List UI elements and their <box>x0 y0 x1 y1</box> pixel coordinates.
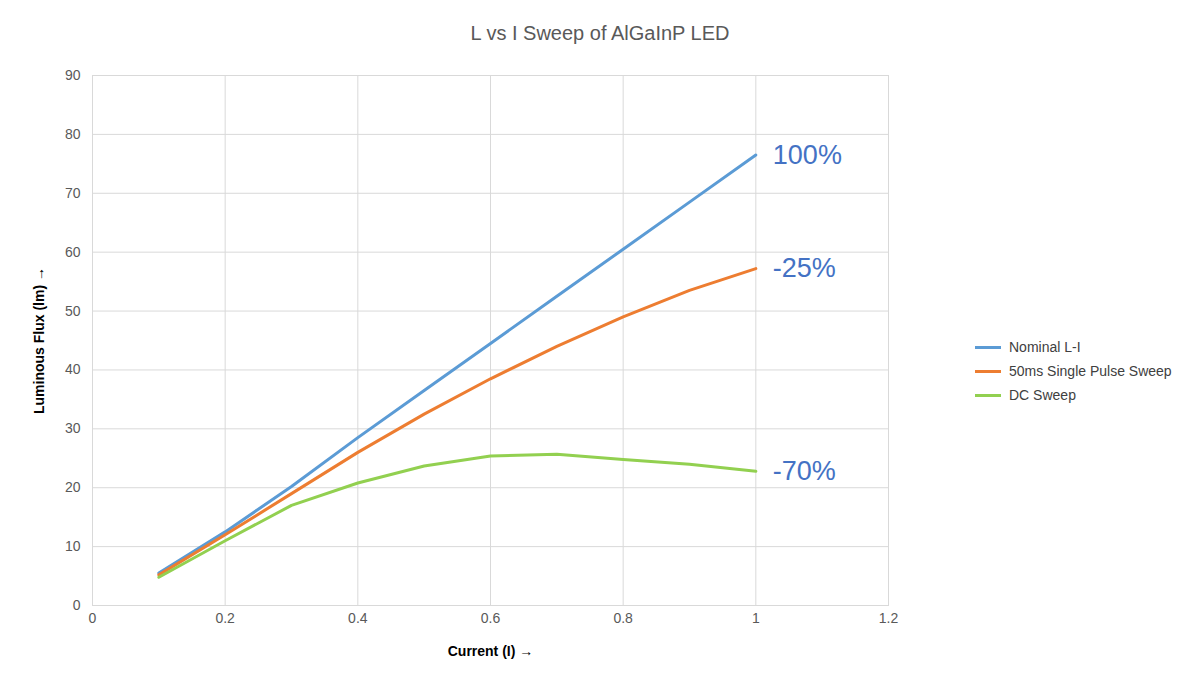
html-text:50ms Single Pulse Sweep: 50ms Single Pulse Sweep <box>1009 363 1172 379</box>
svg-text:0: 0 <box>89 610 97 626</box>
html-text:Nominal L-I: Nominal L-I <box>1009 339 1081 355</box>
svg-text:40: 40 <box>65 361 81 377</box>
svg-text:10: 10 <box>65 538 81 554</box>
svg-text:0.8: 0.8 <box>613 610 633 626</box>
svg-text:Current (I) →: Current (I) → <box>448 643 534 659</box>
html-text:L vs I Sweep of AlGaInP LED: L vs I Sweep of AlGaInP LED <box>470 22 730 44</box>
svg-text:50: 50 <box>65 303 81 319</box>
svg-text:100%: 100% <box>773 140 842 170</box>
html-text:DC Sweep: DC Sweep <box>1009 387 1076 403</box>
svg-text:0.6: 0.6 <box>481 610 501 626</box>
svg-text:1: 1 <box>752 610 760 626</box>
svg-text:-70%: -70% <box>773 456 836 486</box>
svg-text:80: 80 <box>65 126 81 142</box>
svg-text:0: 0 <box>73 597 81 613</box>
svg-text:Luminous Flux (lm) →: Luminous Flux (lm) → <box>31 267 47 414</box>
svg-text:-25%: -25% <box>773 253 836 283</box>
svg-text:90: 90 <box>65 67 81 83</box>
svg-text:60: 60 <box>65 244 81 260</box>
svg-text:30: 30 <box>65 420 81 436</box>
svg-text:0.4: 0.4 <box>348 610 368 626</box>
svg-text:20: 20 <box>65 479 81 495</box>
svg-text:70: 70 <box>65 185 81 201</box>
svg-text:0.2: 0.2 <box>215 610 235 626</box>
svg-text:1.2: 1.2 <box>879 610 899 626</box>
